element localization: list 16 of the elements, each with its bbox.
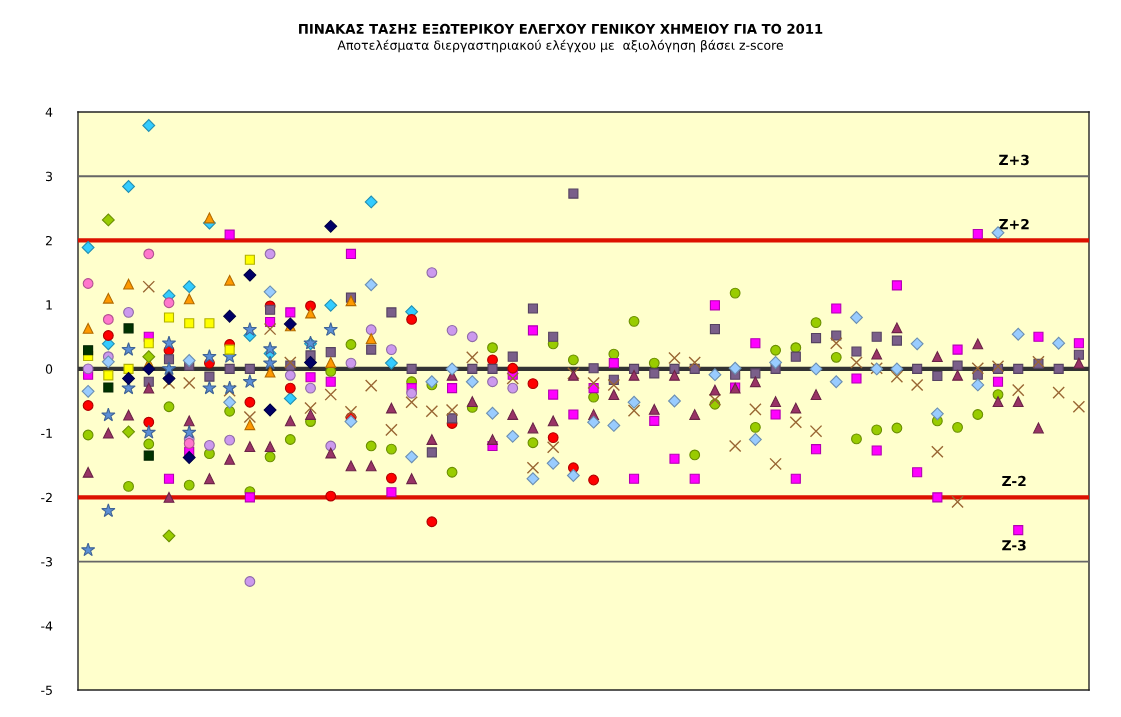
ref-line-label: Z+2 — [999, 218, 1029, 230]
y-tick-label: -1 — [41, 428, 52, 438]
ref-line-label: Z-3 — [1002, 540, 1026, 551]
y-tick-label: 1 — [46, 300, 52, 310]
y-tick-label: 2 — [45, 235, 52, 246]
y-tick-label: -2 — [41, 492, 52, 503]
chart-subtitle: Αποτελέσματα διεργαστηριακού ελέγχου με αξιολόγηση βάσει z-score — [337, 39, 783, 53]
ref-line-label: Z-2 — [1002, 475, 1026, 487]
y-tick-label: -5 — [41, 685, 52, 695]
y-tick-label: -4 — [41, 621, 53, 631]
ref-line-label: Z+3 — [999, 154, 1029, 166]
y-tick-label: 3 — [46, 171, 52, 182]
y-tick-label: -3 — [41, 557, 52, 567]
y-tick-label: 0 — [45, 364, 53, 374]
chart-title: ΠΙΝΑΚΑΣ ΤΑΣΗΣ ΕΞΩΤΕΡΙΚΟΥ ΕΛΕΓΧΟΥ ΓΕΝΙΚΟΥ ΧΗΜΕΙΟΥ ΓΙΑ ΤΟ 2011 — [299, 23, 823, 34]
y-tick-label: 4 — [45, 107, 53, 117]
